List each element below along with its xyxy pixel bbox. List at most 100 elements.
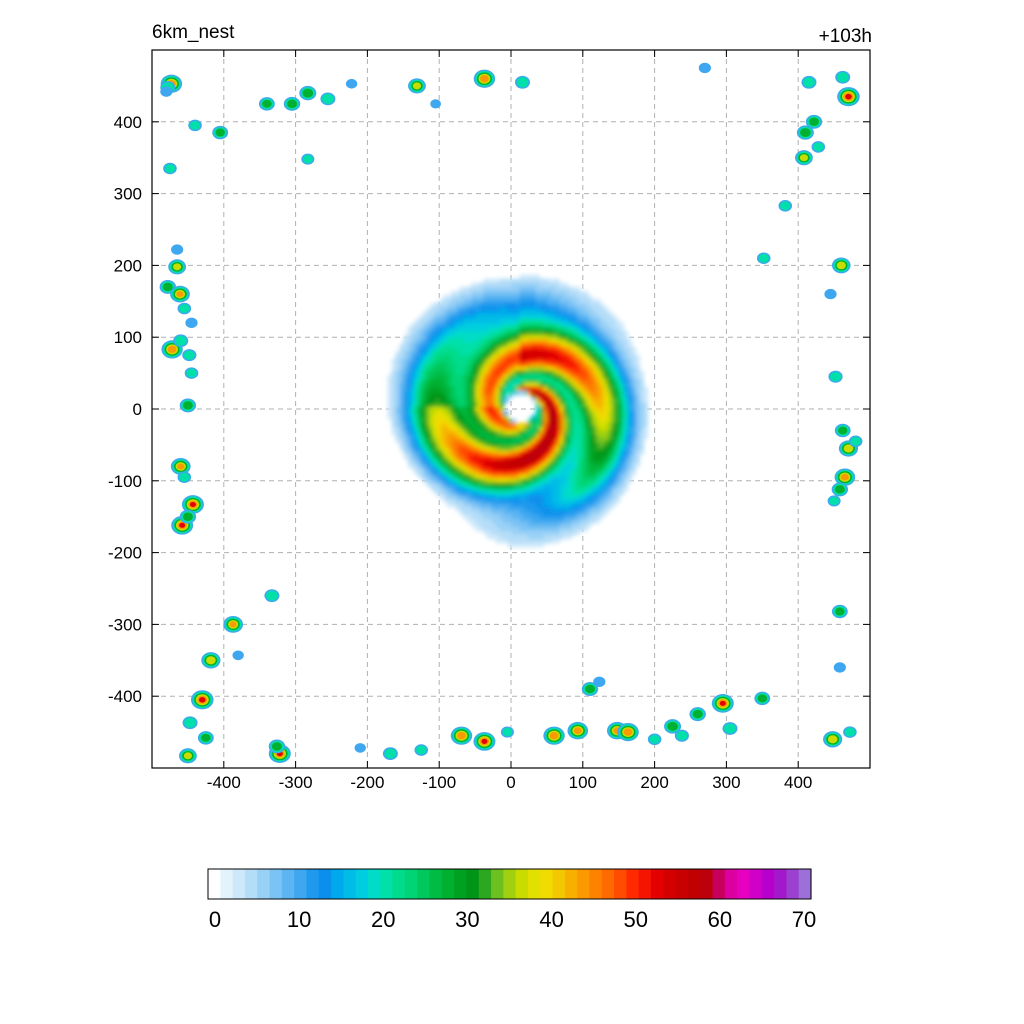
reflectivity-cell [450, 726, 473, 745]
reflectivity-cell [163, 162, 177, 175]
colorbar-swatch [269, 869, 283, 899]
reflectivity-cell [647, 733, 662, 746]
reflectivity-cell [754, 691, 771, 706]
colorbar-swatch [614, 869, 628, 899]
reflectivity-cell [828, 370, 843, 383]
y-tick-label: 200 [114, 256, 142, 275]
y-tick-label: -400 [108, 687, 142, 706]
y-tick-label: 400 [114, 113, 142, 132]
reflectivity-cell [473, 69, 496, 88]
colorbar-tick-label: 20 [371, 907, 395, 932]
colorbar-swatch [294, 869, 308, 899]
colorbar-frame [207, 868, 812, 900]
reflectivity-cell [801, 75, 817, 89]
x-tick-label: -300 [279, 773, 313, 792]
colorbar-swatch [589, 869, 603, 899]
reflectivity-cell [223, 616, 244, 633]
reflectivity-cell [354, 743, 366, 753]
colorbar-swatch [712, 869, 726, 899]
reflectivity-cell [301, 153, 315, 165]
reflectivity-cell [173, 334, 189, 348]
reflectivity-cell [617, 722, 639, 742]
colorbar-swatch [749, 869, 763, 899]
reflectivity-cell [170, 458, 191, 475]
reflectivity-cell [179, 398, 197, 413]
reflectivity-cell [283, 96, 301, 111]
reflectivity-cell [414, 744, 429, 756]
reflectivity-cell [177, 302, 192, 315]
colorbar-swatch [318, 869, 332, 899]
colorbar-swatch [244, 869, 258, 899]
storm-field [387, 274, 649, 548]
x-tick-label: 100 [569, 773, 597, 792]
reflectivity-cell [185, 317, 198, 329]
colorbar-swatch [367, 869, 381, 899]
reflectivity-cell [197, 731, 214, 745]
reflectivity-cell [320, 92, 336, 106]
reflectivity-cell [232, 650, 244, 661]
reflectivity-cell [795, 150, 813, 166]
reflectivity-cell [159, 279, 176, 294]
reflectivity-cell [811, 141, 826, 153]
reflectivity-cell [833, 662, 846, 673]
colorbar-tick-label: 10 [287, 907, 311, 932]
y-tick-label: -100 [108, 472, 142, 491]
colorbar-swatch [454, 869, 468, 899]
colorbar-tick-label: 60 [708, 907, 732, 932]
reflectivity-cell [689, 707, 706, 722]
colorbar-swatch [601, 869, 615, 899]
reflectivity-cell [160, 86, 173, 97]
reflectivity-cell [831, 604, 848, 619]
colorbar-swatch [638, 869, 652, 899]
x-tick-label: 0 [506, 773, 515, 792]
hurricane-reflectivity [387, 274, 649, 548]
colorbar-swatch [786, 869, 800, 899]
y-tick-label: -200 [108, 544, 142, 563]
reflectivity-cell [182, 349, 197, 362]
reflectivity-cell [190, 690, 214, 710]
colorbar-swatch [651, 869, 664, 899]
colorbar-swatch [331, 869, 344, 899]
y-tick-label: -300 [108, 615, 142, 634]
reflectivity-cell [170, 285, 190, 303]
colorbar-tick-label: 50 [623, 907, 647, 932]
reflectivity-cell [264, 589, 280, 603]
colorbar-swatch [281, 869, 295, 899]
reflectivity-cell [834, 468, 856, 486]
reflectivity-cell [778, 200, 793, 212]
reflectivity-cell [831, 257, 851, 274]
colorbar-swatch [343, 869, 357, 899]
reflectivity-cell [805, 114, 823, 129]
colorbar-swatch [724, 869, 738, 899]
reflectivity-cell [258, 97, 275, 111]
colorbar-swatch [761, 869, 775, 899]
y-axis-ticks: 400 300 200 100 0 -100 -200 -300 -400 [108, 113, 870, 706]
colorbar-swatch [392, 869, 406, 899]
colorbar-swatch [306, 869, 320, 899]
reflectivity-cell [593, 676, 606, 688]
reflectivity-cell [345, 78, 358, 89]
x-tick-label: 300 [712, 773, 740, 792]
reflectivity-cell [543, 726, 565, 745]
x-tick-label: -400 [207, 773, 241, 792]
colorbar-swatch [355, 869, 369, 899]
colorbar-swatch [491, 869, 504, 899]
reflectivity-cell [835, 70, 851, 84]
colorbar-swatch [478, 869, 492, 899]
reflectivity-cell [823, 731, 843, 748]
colorbar-swatch [380, 869, 394, 899]
colorbar-swatch [527, 869, 541, 899]
colorbar-swatch [564, 869, 578, 899]
reflectivity-cell [827, 495, 841, 507]
colorbar-swatch [577, 869, 591, 899]
colorbar-swatch [404, 869, 418, 899]
reflectivity-cell [179, 509, 197, 524]
x-tick-label: -100 [422, 773, 456, 792]
colorbar-swatch [700, 869, 714, 899]
reflectivity-cell [500, 726, 514, 738]
x-tick-label: -200 [350, 773, 384, 792]
plot-frame [151, 49, 871, 769]
reflectivity-cell [674, 729, 689, 742]
reflectivity-cell [567, 721, 589, 740]
